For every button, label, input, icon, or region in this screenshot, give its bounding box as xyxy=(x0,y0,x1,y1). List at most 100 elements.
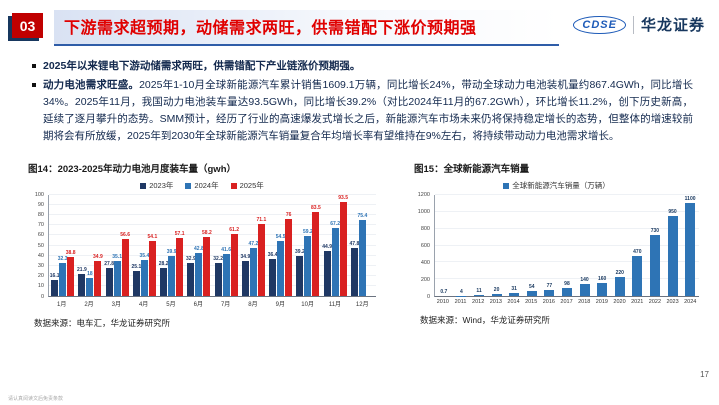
bar-group: 470 xyxy=(629,195,647,296)
bar-group: 27.8 35.1 56.6 xyxy=(104,195,131,296)
legend-swatch xyxy=(140,182,147,189)
bar-group: 98 xyxy=(558,195,576,296)
x-tick-label: 6月 xyxy=(193,302,203,308)
bar: 39.2 xyxy=(295,250,305,296)
bar: 32.2 xyxy=(213,257,223,296)
bar-value-label: 58.2 xyxy=(202,230,212,237)
bar: 44.9 xyxy=(322,244,332,296)
bar-value-label: 31 xyxy=(511,286,517,293)
bullet-text-bold: 2025年以来锂电下游动储需求两旺，供需错配下产业链涨价预期强。 xyxy=(43,60,361,72)
page-title: 下游需求超预期，动储需求两旺，供需错配下涨价预期强 xyxy=(64,20,477,37)
bar-slot: 21.9 xyxy=(77,195,87,296)
bar-slot: 75.4 xyxy=(358,195,367,296)
legend-swatch xyxy=(503,182,510,189)
legend-item: 2025年 xyxy=(230,180,264,191)
legend-label: 2023年 xyxy=(149,181,174,190)
bar-value-label: 35.4 xyxy=(139,253,150,260)
x-tick-label: 2019 xyxy=(595,299,608,305)
data-source: 数据来源：电车汇，华龙证券研究所 xyxy=(34,318,171,328)
bar-value-label: 20 xyxy=(493,287,500,294)
bar: 35.1 xyxy=(112,254,122,296)
x-tick-label: 3月 xyxy=(111,302,121,308)
bar: 42.8 xyxy=(194,246,204,296)
bar-slot: 4 xyxy=(456,195,467,296)
bar-slot: 27.8 xyxy=(104,195,114,296)
x-tick-label: 2013 xyxy=(489,299,502,305)
bar: 34.9 xyxy=(241,254,250,296)
bar: 54 xyxy=(526,285,537,296)
bar-slot xyxy=(367,195,374,296)
bar: 1100 xyxy=(685,197,696,296)
bar: 160 xyxy=(597,276,608,296)
x-tick-label: 12月 xyxy=(355,302,369,308)
bar-value-label: 41.6 xyxy=(221,246,231,253)
y-tick-label: 60 xyxy=(37,232,44,239)
x-tick-label: 2023 xyxy=(666,299,679,305)
bar-group: 730 xyxy=(646,195,664,296)
bar-slot: 67.2 xyxy=(330,195,340,296)
y-tick-label: 30 xyxy=(37,262,44,269)
page-number: 17 xyxy=(700,370,709,379)
bar-value-label: 470 xyxy=(633,249,642,256)
bar-value-label: 39.9 xyxy=(166,248,177,255)
y-tick-label: 10 xyxy=(37,283,44,290)
bar-slot: 71.1 xyxy=(257,195,266,296)
bar: 76 xyxy=(285,213,293,296)
bar: 35.4 xyxy=(140,254,149,296)
slide-header: 03 下游需求超预期，动储需求两旺，供需错配下涨价预期强 CDSE 华龙证券 xyxy=(0,0,719,46)
bar-slot: 98 xyxy=(561,195,572,296)
bar-group: 11 xyxy=(470,195,488,296)
bar: 34.9 xyxy=(93,254,103,296)
bar-value-label: 32.3 xyxy=(57,256,68,263)
gridline xyxy=(435,244,699,246)
gridline xyxy=(435,194,699,195)
bar-value-label: 32.2 xyxy=(213,256,223,263)
y-tick-label: 90 xyxy=(37,201,44,208)
bar-slot: 160 xyxy=(597,195,608,296)
gridline xyxy=(49,284,376,286)
x-tick-label: 2020 xyxy=(613,299,626,305)
bar-slot: 61.2 xyxy=(229,195,239,296)
charts-row: 图14：2023-2025年动力电池月度装车量（gwh） 2023年 2024年 2… xyxy=(28,161,699,329)
bar-slot: 34.9 xyxy=(93,195,103,296)
bar: 220 xyxy=(614,271,625,296)
bar-group: 54 xyxy=(523,195,541,296)
cdse-logo-mark: CDSE xyxy=(573,15,626,34)
bar-groups: 0.7 4 11 20 31 54 77 98 140 160 220 470 730 950 1100 xyxy=(435,195,699,296)
gridline xyxy=(49,194,376,195)
x-tick-label: 2021 xyxy=(631,299,644,305)
bar: 67.2 xyxy=(330,222,340,296)
y-tick-label: 200 xyxy=(420,276,430,283)
chart-title: 图14：2023-2025年动力电池月度装车量（gwh） xyxy=(28,164,236,175)
bar-group: 47.8 75.4 xyxy=(349,195,376,296)
bar-group: 140 xyxy=(576,195,594,296)
bar-value-label: 730 xyxy=(650,227,660,234)
y-tick-label: 1200 xyxy=(417,191,430,198)
bar-slot: 140 xyxy=(579,195,590,296)
bar-value-label: 0.7 xyxy=(440,288,448,295)
bar-value-label: 25.1 xyxy=(131,263,142,270)
chart-title: 图15：全球新能源汽车销量 xyxy=(414,164,530,175)
bar: 61.2 xyxy=(229,228,239,296)
data-source: 数据来源：Wind，华龙证券研究所 xyxy=(420,315,550,325)
bar-value-label: 54 xyxy=(528,284,535,291)
bar-groups: 16.1 32.3 38.8 21.9 18 34.9 27.8 35.1 56.6 25.1 35… xyxy=(49,195,376,296)
gridline xyxy=(49,234,376,236)
x-tick-label: 5月 xyxy=(166,302,176,308)
bar-slot: 56.6 xyxy=(120,195,130,296)
x-tick-label: 2022 xyxy=(648,299,662,305)
bar-slot: 25.1 xyxy=(131,195,142,296)
bar-slot: 44.9 xyxy=(322,195,332,296)
y-axis: 0 200 400 600 800 1000 1200 xyxy=(414,191,434,299)
bar-value-label: 28.2 xyxy=(158,260,169,267)
x-tick-label: 1月 xyxy=(56,302,67,308)
bar: 21.9 xyxy=(77,267,87,296)
y-axis: 0 10 20 30 40 50 60 70 80 90 100 xyxy=(28,192,48,299)
x-tick-label: 2012 xyxy=(472,299,485,305)
x-tick-label: 2月 xyxy=(84,302,94,308)
plot: 16.1 32.3 38.8 21.9 18 34.9 27.8 35.1 56.6 25.1 35… xyxy=(48,194,376,297)
bar-value-label: 38.8 xyxy=(65,249,76,256)
bar: 39.9 xyxy=(167,249,176,296)
legend-swatch xyxy=(230,182,237,189)
x-tick-label: 10月 xyxy=(301,302,314,308)
